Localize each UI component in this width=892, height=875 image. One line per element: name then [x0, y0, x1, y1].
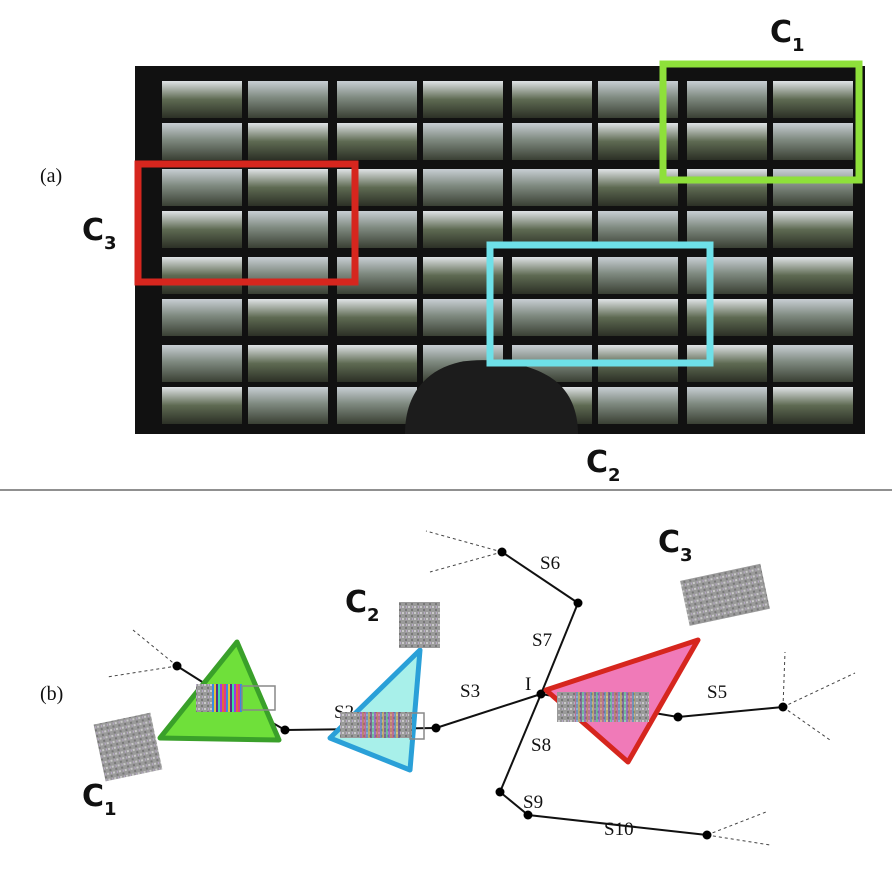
- road-s6: [501, 551, 579, 604]
- camera-label-c1-b: C1: [82, 779, 117, 820]
- monitor-screen: [687, 81, 767, 118]
- monitor-screen: [687, 387, 767, 424]
- monitor-screen: [512, 299, 592, 336]
- monitor-screen: [773, 345, 853, 382]
- monitor-screen: [162, 387, 242, 424]
- camera-box-c1: [659, 60, 863, 184]
- monitor-screen: [687, 123, 767, 160]
- camera-c2-field-of-view: [327, 647, 423, 773]
- camera-c3-thumbnail: [680, 563, 770, 626]
- camera-label-c3-b: C3: [658, 525, 693, 566]
- monitor-screen: [337, 81, 417, 118]
- monitor-screen: [162, 345, 242, 382]
- monitor-screen: [512, 81, 592, 118]
- monitor-screen: [162, 299, 242, 336]
- monitor-screen: [248, 299, 328, 336]
- monitor-screen: [512, 169, 592, 206]
- segment-label-s8: S8: [531, 735, 551, 756]
- operator-silhouette: [405, 360, 578, 434]
- camera-label-c2-b: C2: [345, 585, 380, 626]
- camera-c1: C1: [82, 639, 282, 820]
- camera-c1-thumbnail: [93, 712, 163, 782]
- monitor-screen: [687, 299, 767, 336]
- camera-label-c1-a: C1: [770, 15, 805, 56]
- monitor-screen: [248, 345, 328, 382]
- panel-a: (a) C1 C2 C3: [40, 15, 865, 486]
- monitor-screen: [337, 345, 417, 382]
- monitor-screen: [773, 81, 853, 118]
- segment-label-s6: S6: [540, 553, 560, 574]
- monitor-screen: [773, 211, 853, 248]
- segment-label-s7: S7: [532, 630, 552, 651]
- camera-box-c2: [486, 241, 714, 367]
- camera-label-c2-a: C2: [586, 445, 621, 486]
- monitor-screen: [337, 123, 417, 160]
- panel-b-label: (b): [40, 683, 63, 705]
- monitor-screen: [248, 211, 328, 248]
- monitor-screen: [773, 123, 853, 160]
- monitor-screen: [512, 123, 592, 160]
- monitor-screen: [337, 169, 417, 206]
- road-s9: [499, 791, 529, 816]
- monitor-screen: [687, 169, 767, 206]
- monitor-screen: [773, 169, 853, 206]
- monitor-screen: [162, 81, 242, 118]
- segment-label-s10: S10: [604, 819, 634, 840]
- monitor-screen: [423, 169, 503, 206]
- monitor-screen: [423, 123, 503, 160]
- monitor-screen: [598, 299, 678, 336]
- monitor-screen: [248, 81, 328, 118]
- segment-label-s9: S9: [523, 792, 543, 813]
- panel-b: (b): [40, 525, 856, 846]
- monitor-screen: [162, 257, 242, 294]
- road-s3: [435, 693, 542, 729]
- monitor-screen: [162, 211, 242, 248]
- monitor-screen: [248, 123, 328, 160]
- camera-c2-thumbnail: [399, 602, 440, 648]
- camera-c2: C2: [327, 585, 440, 773]
- monitor-screen: [423, 81, 503, 118]
- monitor-screen: [337, 299, 417, 336]
- panel-a-label: (a): [40, 165, 62, 187]
- monitor-screen: [162, 123, 242, 160]
- monitor-screen: [248, 257, 328, 294]
- road-s7: [540, 602, 579, 695]
- camera-c3: C3: [543, 525, 770, 765]
- monitor-screen: [337, 257, 417, 294]
- monitor-screen: [773, 257, 853, 294]
- road-continuations: [106, 530, 856, 846]
- segment-label-s5: S5: [707, 682, 727, 703]
- monitor-screen: [687, 257, 767, 294]
- road-s8: [499, 693, 542, 793]
- monitor-screen: [512, 257, 592, 294]
- camera-box-c3: [134, 160, 359, 286]
- road-s5: [677, 706, 784, 718]
- road-s10: [527, 814, 708, 836]
- monitor-screen: [337, 211, 417, 248]
- monitor-screen: [337, 387, 417, 424]
- camera-label-c3-a: C3: [82, 213, 117, 254]
- intersection-label: I: [525, 674, 531, 695]
- monitor-screen: [773, 387, 853, 424]
- segment-label-s3: S3: [460, 681, 480, 702]
- road-nodes: [172, 547, 788, 840]
- monitor-screen: [773, 299, 853, 336]
- monitor-screen: [248, 387, 328, 424]
- monitor-screen: [598, 257, 678, 294]
- monitor-screen: [162, 169, 242, 206]
- monitor-screen: [598, 387, 678, 424]
- monitor-screen: [248, 169, 328, 206]
